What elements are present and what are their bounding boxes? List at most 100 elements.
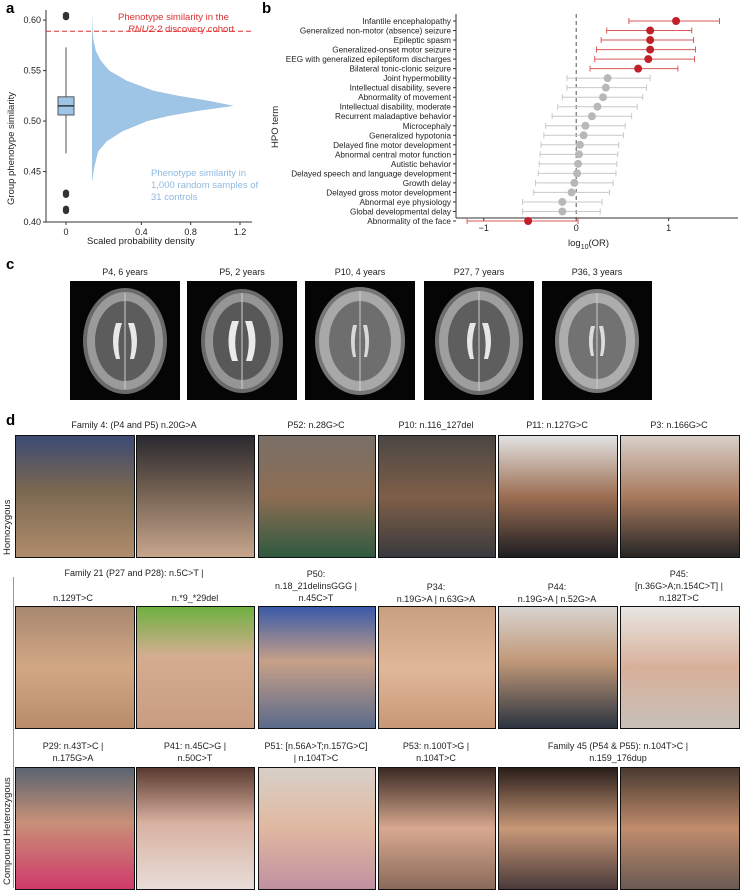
caption-p29-line1: P29: n.43T>C | <box>42 741 104 751</box>
caption-family-21: Family 21 (P27 and P28): n.5C>T | <box>64 568 204 578</box>
panel-b-x-tick-label: 1 <box>666 223 671 233</box>
mri-image-p10 <box>305 281 415 400</box>
face-photo-p45 <box>620 606 740 729</box>
hpo-term-label: Joint hypermobility <box>383 74 452 83</box>
hpo-term-label: Intellectual disability, moderate <box>340 103 452 112</box>
hpo-term-label: Generalized-onset motor seizure <box>332 46 451 55</box>
hpo-term-label: Delayed gross motor development <box>326 188 451 197</box>
caption-p51-line2: | n.104T>C <box>293 753 339 763</box>
panel-a-chart: 0.40 0.45 0.50 0.55 0.60 0 0.4 0.8 1.2 <box>23 10 252 237</box>
odds-ratio-point <box>574 159 583 168</box>
odds-ratio-point <box>599 93 608 102</box>
caption-family-45-line1: Family 45 (P54 & P55): n.104T>C | <box>547 741 689 751</box>
panel-a-y-tick-label: 0.45 <box>23 167 41 177</box>
hpo-term-label: Recurrent maladaptive behavior <box>335 112 451 121</box>
log-text: log <box>568 238 581 249</box>
mri-caption-p36: P36, 3 years <box>571 267 623 277</box>
odds-ratio-point <box>575 140 584 149</box>
compound-bracket-line <box>13 577 14 888</box>
face-photo-p28 <box>136 606 255 729</box>
hpo-term-label: Delayed fine motor development <box>333 141 452 150</box>
panel-b-x-tick-label: −1 <box>479 223 489 233</box>
hpo-term-label: Abnormality of the face <box>367 217 451 226</box>
caption-p44: P44: n.19G>A | n.52G>A <box>498 581 616 605</box>
face-photo-p10 <box>378 435 496 558</box>
caption-p50-line1: P50: <box>306 569 326 579</box>
boxplot-outlier-point <box>62 205 70 213</box>
panel-b-x-tick-label: 0 <box>574 223 579 233</box>
odds-ratio-point <box>524 217 533 225</box>
hpo-term-label: Autistic behavior <box>391 160 451 169</box>
caption-p34-line1: P34: <box>426 582 446 592</box>
hpo-term-label: Infantile encephalopathy <box>362 17 452 26</box>
caption-p41: P41: n.45C>G | n.50C>T <box>136 740 254 764</box>
caption-p3: P3: n.166G>C <box>650 420 708 430</box>
panel-letter-b: b <box>262 0 272 17</box>
odds-ratio-point <box>646 26 655 35</box>
face-photo-p41 <box>136 767 255 890</box>
caption-p53: P53: n.100T>G | n.104T>C <box>378 740 494 764</box>
odds-ratio-point <box>558 197 567 206</box>
face-photo-p50 <box>258 606 376 729</box>
caption-p34: P34: n.19G>A | n.63G>A <box>378 581 494 605</box>
hpo-term-label: Intellectual disability, severe <box>350 84 452 93</box>
caption-p28: n.*9_*29del <box>171 593 219 603</box>
hpo-term-label: Epileptic spasm <box>394 36 452 45</box>
panel-a-x-tick-label: 0.4 <box>135 227 148 237</box>
mri-caption-p5: P5, 2 years <box>219 267 265 277</box>
panel-letter-c: c <box>6 256 15 273</box>
random-label-line1: Phenotype similarity in <box>151 168 247 179</box>
caption-p52: P52: n.28G>C <box>287 420 345 430</box>
panel-a-x-axis-label: Scaled probability density <box>87 236 195 247</box>
random-samples-density-area <box>92 13 234 182</box>
hpo-term-label: Abnormal central motor function <box>335 150 451 159</box>
odds-ratio-point <box>581 121 590 130</box>
face-photo-p3 <box>620 435 740 558</box>
hpo-term-label: Growth delay <box>403 179 452 188</box>
compound-heterozygous-row-label: Compound Heterozygous <box>2 777 13 885</box>
face-photo-p11 <box>498 435 618 558</box>
odds-ratio-point <box>574 150 583 159</box>
caption-p45-line1: P45: <box>669 569 689 579</box>
or-text: (OR) <box>588 238 610 249</box>
hpo-term-label: Microcephaly <box>403 122 452 131</box>
caption-p11: P11: n.127G>C <box>526 420 588 430</box>
odds-ratio-point <box>644 55 653 64</box>
homozygous-row-label: Homozygous <box>2 499 13 555</box>
random-label-line3: 31 controls <box>151 192 198 203</box>
hpo-term-label: Abnormality of movement <box>358 93 452 102</box>
face-photo-p34 <box>378 606 496 729</box>
hpo-term-label: Generalized non-motor (absence) seizure <box>300 27 452 36</box>
odds-ratio-point <box>587 112 596 121</box>
panel-a-y-axis-label: Group phenotype similarity <box>6 92 17 205</box>
hpo-term-label: Delayed speech and language development <box>291 169 452 178</box>
discovery-cohort-label-line2: RNU2-2 discovery cohort <box>128 24 234 35</box>
panel-a-y-tick-label: 0.40 <box>23 217 41 227</box>
caption-p44-line1: P44: <box>547 582 567 592</box>
panel-a-x-tick-label: 0 <box>63 227 68 237</box>
hpo-term-label: Generalized hypotonia <box>369 131 451 140</box>
odds-ratio-point <box>570 178 579 187</box>
random-label-line2: 1,000 random samples of <box>151 180 259 191</box>
odds-ratio-point <box>593 102 602 111</box>
mri-image-p4 <box>70 281 180 400</box>
panel-a-y-tick-label: 0.60 <box>23 15 41 25</box>
hpo-term-label: Bilateral tonic-clonic seizure <box>350 65 452 74</box>
panel-b-y-axis-label: HPO term <box>270 105 281 148</box>
face-photo-p53 <box>378 767 496 890</box>
caption-p41-line1: P41: n.45C>G | <box>163 741 227 751</box>
random-samples-label: Phenotype similarity in 1,000 random sam… <box>151 168 258 204</box>
odds-ratio-point <box>573 169 582 178</box>
face-photo-p44 <box>498 606 618 729</box>
odds-ratio-point <box>603 74 612 83</box>
odds-ratio-point <box>634 64 643 73</box>
face-photo-p51 <box>258 767 376 890</box>
caption-p27: n.129T>C <box>53 593 93 603</box>
caption-family-45: Family 45 (P54 & P55): n.104T>C | n.159_… <box>498 740 738 764</box>
face-photo-p55 <box>620 767 740 890</box>
odds-ratio-point <box>646 36 655 45</box>
panel-a-y-tick-label: 0.50 <box>23 116 41 126</box>
caption-p50: P50: n.18_21delinsGGG | n.45C>T <box>258 568 374 604</box>
boxplot-outlier-point <box>62 189 70 196</box>
